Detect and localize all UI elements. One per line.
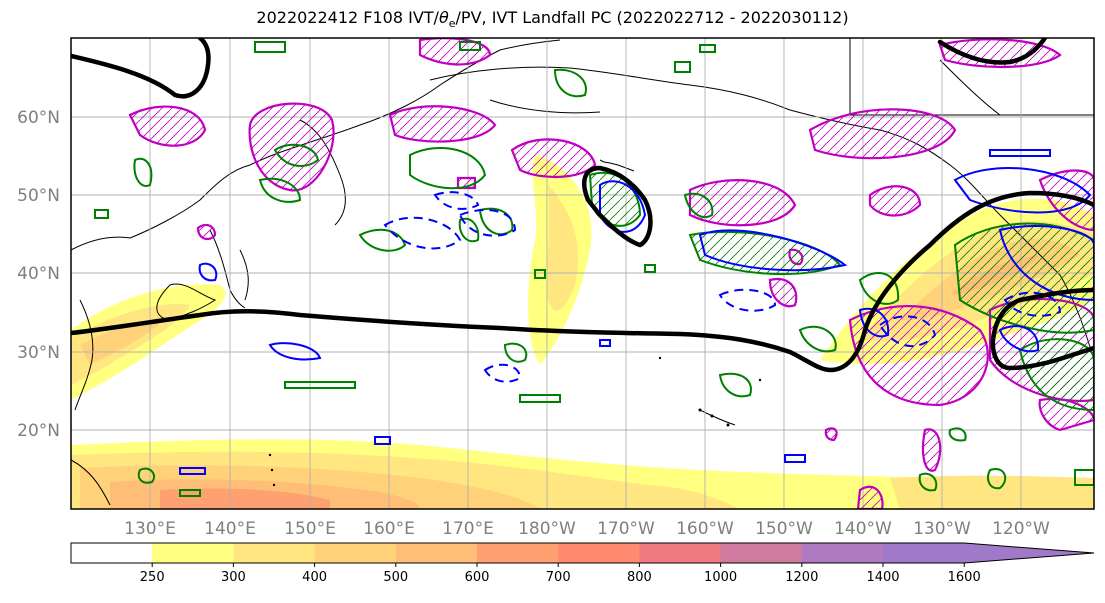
colorbar-tick-label: 300 — [221, 570, 246, 585]
colorbar-segment — [720, 543, 803, 563]
colorbar-tick-label: 1000 — [704, 570, 737, 585]
lat-label: 60°N — [17, 108, 60, 128]
lon-label: 150°W — [755, 519, 813, 539]
colorbar-segment — [639, 543, 722, 563]
colorbar-tick-label: 1400 — [866, 570, 899, 585]
lon-label: 140°E — [204, 519, 256, 539]
map-frame — [70, 37, 1095, 510]
figure-title: 2022022412 F108 IVT/θe/PV, IVT Landfall … — [0, 8, 1105, 30]
colorbar-tick-label: 700 — [546, 570, 571, 585]
title-prefix: 2022022412 F108 IVT/ — [256, 8, 439, 27]
lon-label: 180°W — [518, 519, 576, 539]
gridlines — [71, 38, 1094, 509]
colorbar-segment — [477, 543, 559, 563]
lon-label: 160°W — [676, 519, 734, 539]
colorbar-tick-label: 1600 — [948, 570, 981, 585]
colorbar-tick-label: 600 — [465, 570, 490, 585]
title-theta-symbol: θ — [438, 8, 449, 27]
colorbar-segment — [395, 543, 478, 563]
landfall-pc-contours — [71, 38, 1094, 373]
lon-label: 120°W — [992, 519, 1050, 539]
longitude-labels: 130°E 140°E 150°E 160°E 170°E 180°W 170°… — [124, 519, 1050, 539]
title-suffix: /PV, IVT Landfall PC (2022022712 - 20220… — [455, 8, 849, 27]
colorbar-tick-label: 800 — [627, 570, 652, 585]
colorbar-segment — [314, 543, 397, 563]
colorbar-tick-label: 500 — [383, 570, 408, 585]
colorbar-extension — [964, 543, 1094, 563]
colorbar-segment — [233, 543, 316, 563]
colorbar-segment — [801, 543, 884, 563]
lon-label: 130°E — [124, 519, 176, 539]
lat-label: 40°N — [17, 264, 60, 284]
ivt-blue-contours — [179, 149, 1094, 475]
lon-label: 170°W — [597, 519, 655, 539]
lon-label: 130°W — [913, 519, 971, 539]
colorbar-segment — [558, 543, 640, 563]
lon-label: 150°E — [284, 519, 336, 539]
island-dots — [268, 356, 762, 487]
colorbar-segment — [152, 543, 234, 563]
colorbar-tick-label: 1200 — [785, 570, 818, 585]
colorbar-segment — [71, 543, 153, 563]
lon-label: 160°E — [363, 519, 415, 539]
lon-label: 170°E — [442, 519, 494, 539]
colorbar-segment — [883, 543, 965, 563]
title-theta-subscript: e — [448, 17, 456, 31]
colorbar-outline — [70, 542, 1095, 564]
lat-label: 30°N — [17, 343, 60, 363]
latitude-labels: 60°N 50°N 40°N 30°N 20°N — [17, 108, 60, 441]
lat-label: 50°N — [17, 186, 60, 206]
map-panel — [71, 38, 1094, 509]
lon-label: 140°W — [834, 519, 892, 539]
colorbar: 250 300 400 500 600 700 800 1000 1200 1400 1600 — [70, 542, 1095, 585]
colorbar-tick-label: 250 — [140, 570, 165, 585]
lat-label: 20°N — [17, 421, 60, 441]
colorbar-tick-label: 400 — [302, 570, 327, 585]
